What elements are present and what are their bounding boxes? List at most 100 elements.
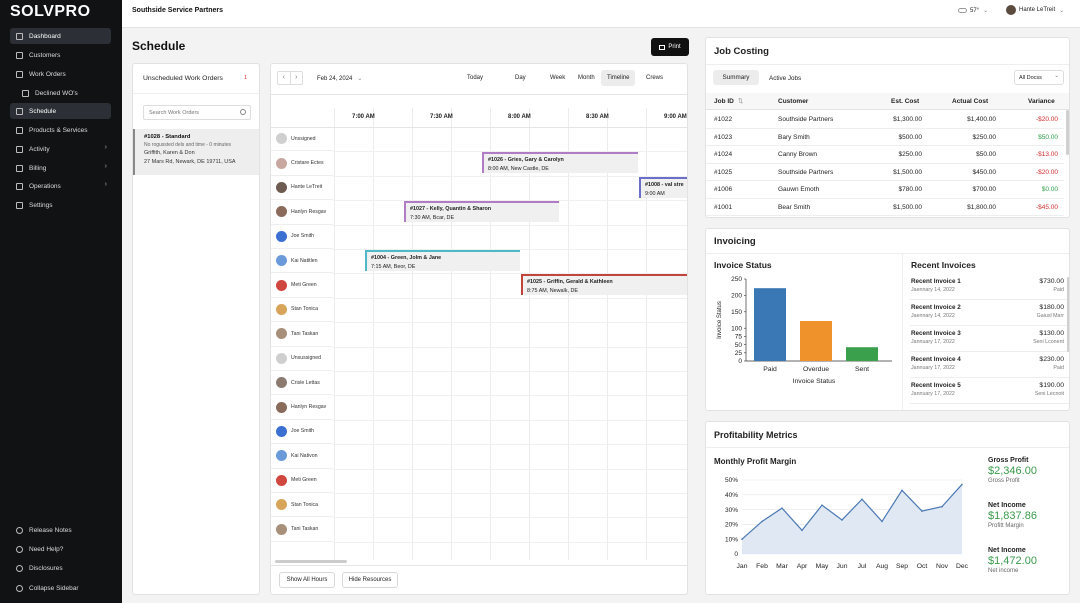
job-variance: -$45.00 bbox=[1035, 203, 1058, 211]
y-tick-label: 75 bbox=[735, 334, 743, 341]
list-item[interactable]: Recent Invoice 3 Jannuary 17, 2022 $130.00… bbox=[910, 326, 1069, 352]
search-icon[interactable] bbox=[240, 109, 246, 115]
sidebar-item-billing[interactable]: Billing › bbox=[10, 160, 111, 176]
list-item[interactable]: Recent Invoice 5 Jannuary 17, 2022 $190.00… bbox=[910, 378, 1069, 404]
gear-icon bbox=[14, 200, 24, 210]
table-scrollbar[interactable] bbox=[1066, 110, 1069, 155]
invoice-name: Recent Invoice 5 bbox=[911, 382, 961, 389]
docs-filter-select[interactable]: All Docss ⌄ bbox=[1014, 70, 1064, 85]
sidebar-item-products-services[interactable]: Products & Services bbox=[10, 122, 111, 138]
appointment-block[interactable]: #1026 - Gries, Gary & Carolyn 8:00 AM, Ne… bbox=[482, 152, 638, 174]
list-item[interactable]: Recent Invoice 2 Jaennary 14, 2022 $180.00… bbox=[910, 300, 1069, 326]
sidebar-footer-disclosures[interactable]: Disclosures bbox=[10, 560, 111, 576]
metric-block: Net Income $1,472.00 Net income bbox=[988, 547, 1037, 574]
date-picker[interactable]: Feb 24, 2024 ⌄ bbox=[317, 75, 362, 82]
x-tick-label: Mar bbox=[776, 563, 788, 570]
table-row[interactable]: #1024 Canny Brown $250.00 $50.00 -$13.00 bbox=[706, 146, 1064, 164]
today-button[interactable]: Today bbox=[467, 75, 484, 81]
unscheduled-title: Unscheduled Work Orders bbox=[143, 75, 223, 82]
users-icon bbox=[14, 50, 24, 60]
appointment-title: #1025 - Griffin, Gerald & Kathleen bbox=[527, 279, 613, 286]
sidebar-item-activity[interactable]: Activity › bbox=[10, 141, 111, 157]
sidebar-item-label: Settings bbox=[29, 201, 53, 209]
y-tick-label: 20% bbox=[725, 522, 738, 529]
table-row[interactable]: #1023 Bary Smith $500.00 $250.00 $50.00 bbox=[706, 129, 1064, 146]
avatar bbox=[276, 425, 287, 437]
resource-name: Meti Green bbox=[291, 477, 317, 484]
resource-name: Hanlyn Resgav bbox=[291, 208, 327, 215]
wo-address: 27 Mars Rd, Newark, DE 19711, USA bbox=[144, 159, 236, 165]
avatar bbox=[276, 523, 287, 535]
table-row[interactable]: #1025 Southside Partners $1,500.00 $450.00 -… bbox=[706, 164, 1064, 181]
appointment-block[interactable]: #1025 - Griffin, Gerald & Kathleen 8:75 A… bbox=[521, 274, 687, 296]
job-customer: Gauwn Emoth bbox=[778, 186, 820, 193]
appointment-block[interactable]: #1004 - Green, Jolm & Jane 7:15 AM, Beor,… bbox=[365, 250, 520, 271]
col-job-id[interactable]: Job ID bbox=[714, 98, 734, 105]
invoices-scrollbar[interactable] bbox=[1067, 277, 1069, 352]
sidebar-footer-need-help[interactable]: Need Help? bbox=[10, 541, 111, 557]
y-tick-label: 150 bbox=[731, 309, 742, 316]
list-item[interactable]: Recent Invoice 4 Jannuary 17, 2022 $230.00… bbox=[910, 352, 1069, 378]
sidebar-item-dashboard[interactable]: Dashboard bbox=[10, 28, 111, 44]
y-tick-label: 250 bbox=[731, 276, 742, 283]
x-tick-label: Jul bbox=[858, 563, 867, 570]
resource-name: Joe Smith bbox=[291, 428, 315, 435]
job-actual-cost: $50.00 bbox=[976, 151, 996, 158]
sidebar-item-work-orders[interactable]: Work Orders bbox=[10, 66, 111, 82]
avatar bbox=[276, 181, 287, 193]
job-customer: Canny Brown bbox=[778, 151, 818, 158]
job-actual-cost: $700.00 bbox=[972, 186, 997, 193]
tab-active-jobs[interactable]: Active Jobs bbox=[769, 75, 802, 82]
search-field[interactable] bbox=[144, 106, 234, 119]
company-name[interactable]: Southside Service Partners bbox=[132, 7, 224, 14]
sidebar-item-operations[interactable]: Operations › bbox=[10, 178, 111, 194]
info-icon bbox=[14, 563, 24, 573]
hide-resources-button[interactable]: Hide Resources bbox=[342, 572, 398, 588]
appointment-block[interactable]: #1008 - val stre 9:00 AM bbox=[639, 176, 687, 198]
weather-widget[interactable]: 57° ⌄ bbox=[958, 7, 988, 14]
search-input[interactable] bbox=[143, 105, 251, 120]
time-label: 7:30 AM bbox=[430, 114, 453, 120]
horizontal-scrollbar[interactable] bbox=[275, 560, 347, 563]
metric-sub: Gross Profit bbox=[988, 478, 1020, 484]
data-point bbox=[781, 507, 783, 509]
list-item[interactable]: Recent Invoice 1 Jaennary 14, 2022 $730.00… bbox=[910, 274, 1069, 300]
chevron-left-icon[interactable]: ‹ bbox=[278, 72, 291, 84]
sidebar-item-customers[interactable]: Customers bbox=[10, 47, 111, 63]
view-tab-week[interactable]: Week bbox=[550, 75, 566, 81]
user-menu[interactable]: Hante LeTreit ⌄ bbox=[1006, 5, 1064, 15]
sidebar-item-schedule[interactable]: Schedule bbox=[10, 103, 111, 119]
table-row[interactable]: #1022 Southside Partners $1,300.00 $1,400.0… bbox=[706, 111, 1064, 129]
sidebar-item-declined-wo-s[interactable]: Declined WO's bbox=[16, 85, 111, 101]
print-button[interactable]: Print bbox=[651, 38, 689, 56]
sidebar-footer-release-notes[interactable]: Release Notes bbox=[10, 522, 111, 538]
resource-name: Stan Tonica bbox=[291, 501, 319, 508]
appointment-block[interactable]: #1027 - Kelly, Quantin & Sharon 7:30 AM, … bbox=[404, 201, 559, 223]
app-logo[interactable]: SOLVPRO bbox=[10, 3, 91, 20]
sidebar-footer-collapse-sidebar[interactable]: Collapse Sidebar bbox=[10, 580, 111, 596]
profitability-title: Profitability Metrics bbox=[714, 430, 798, 440]
job-id: #1022 bbox=[714, 116, 733, 123]
sidebar-footer-label: Release Notes bbox=[29, 526, 72, 534]
date-nav: ‹ › bbox=[277, 71, 303, 85]
work-order-card[interactable]: #1028 - Standard No rogussted dels and t… bbox=[133, 129, 259, 175]
view-tab-day[interactable]: Day bbox=[515, 75, 526, 81]
weather-temp: 57° bbox=[970, 7, 980, 14]
sidebar-item-settings[interactable]: Settings bbox=[10, 197, 111, 213]
data-point bbox=[961, 483, 963, 486]
table-row[interactable]: #1006 Gauwn Emoth $780.00 $700.00 $0.00 bbox=[706, 181, 1064, 199]
wrench-icon bbox=[14, 69, 24, 79]
sort-icon[interactable]: ⇅ bbox=[738, 98, 744, 105]
chevron-right-icon[interactable]: › bbox=[295, 74, 298, 81]
sidebar-item-label: Work Orders bbox=[29, 70, 66, 78]
unscheduled-count-badge: 1 bbox=[243, 75, 248, 81]
table-row[interactable]: #1001 Bear Smith $1,500.00 $1,800.00 -$45.00 bbox=[706, 199, 1064, 216]
show-all-hours-button[interactable]: Show All Hours bbox=[279, 572, 335, 588]
view-tab-crews[interactable]: Crews bbox=[646, 75, 664, 81]
tab-summary[interactable]: Summary bbox=[713, 70, 759, 85]
chevron-down-icon: ⌄ bbox=[1059, 7, 1065, 14]
view-tab-month[interactable]: Month bbox=[578, 75, 595, 81]
job-table-header: Job ID ⇅ Customer Est. Cost Actual Cost … bbox=[706, 93, 1069, 110]
x-tick-label: Oct bbox=[917, 563, 928, 570]
view-tab-timeline[interactable]: Timeline bbox=[601, 70, 636, 86]
